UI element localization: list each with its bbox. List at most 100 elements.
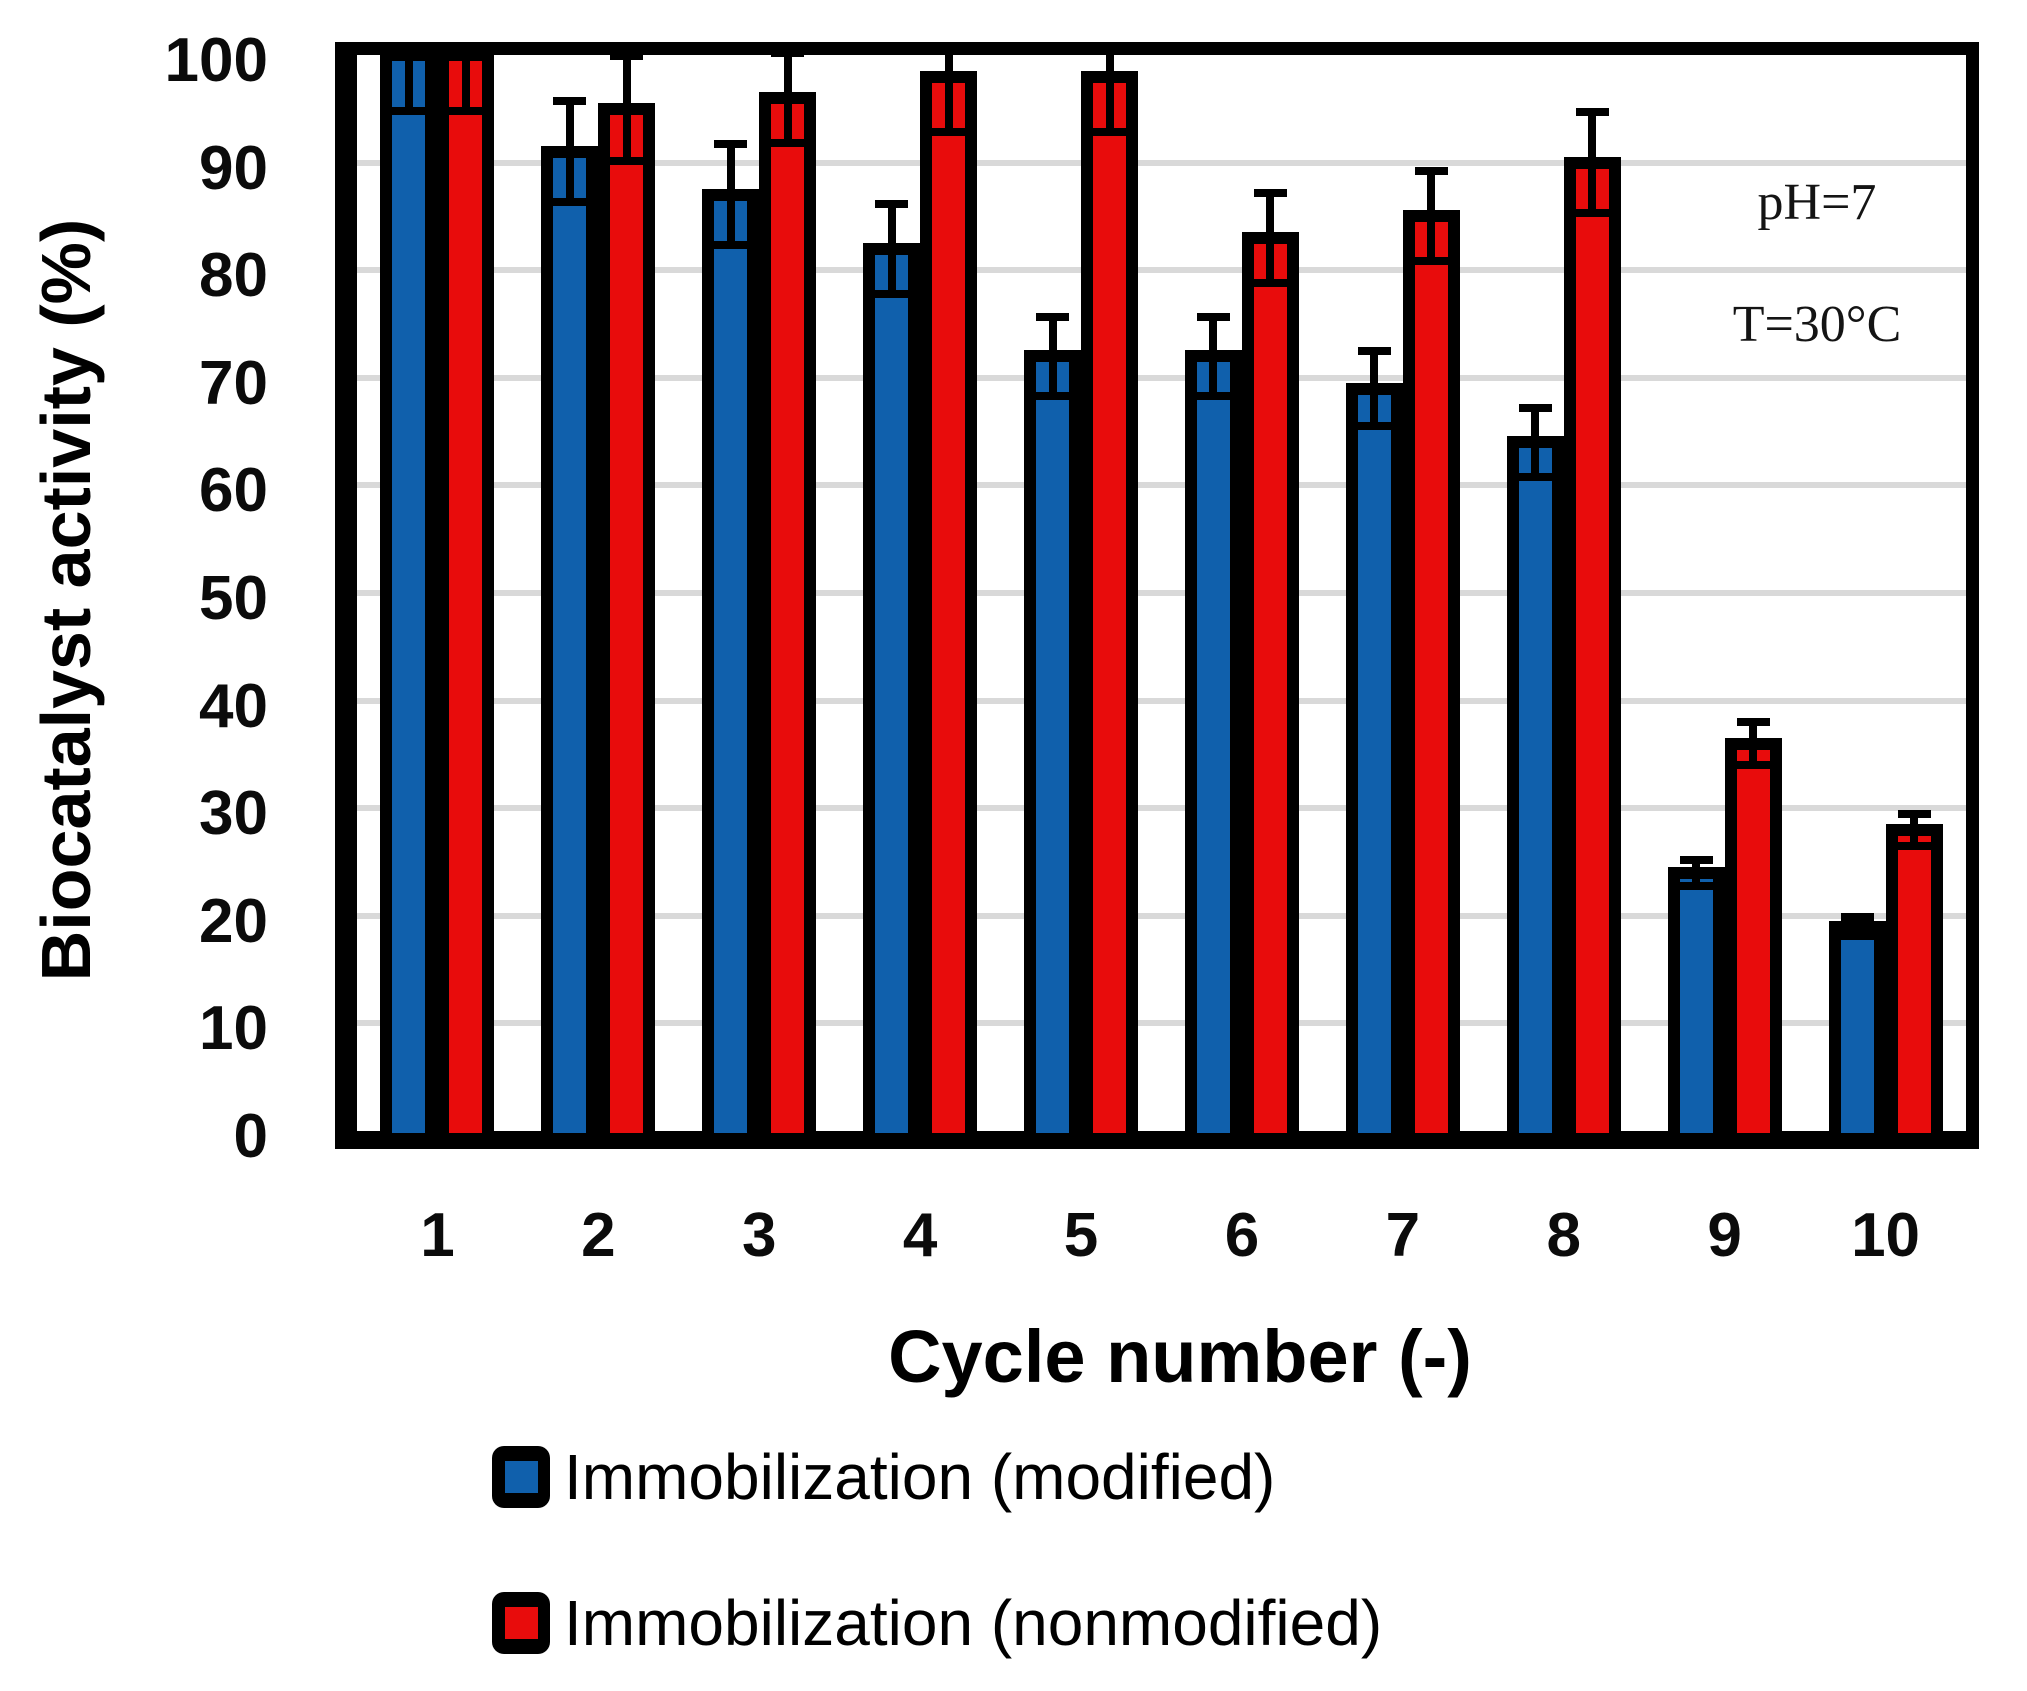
error-cap-bottom-nonmodified-cycle-5 bbox=[1093, 128, 1127, 137]
bar-nonmodified-cycle-3 bbox=[759, 92, 817, 1145]
error-cap-bottom-modified-cycle-2 bbox=[553, 198, 587, 207]
ytick-label-50: 50 bbox=[199, 564, 268, 633]
error-bar-nonmodified-cycle-1 bbox=[461, 55, 470, 109]
ytick-label-60: 60 bbox=[199, 456, 268, 526]
gridline-40 bbox=[357, 697, 1966, 704]
legend-label-nonmodified: Immobilization (nonmodified) bbox=[564, 1587, 1383, 1659]
bar-nonmodified-cycle-8 bbox=[1563, 156, 1621, 1145]
bar-modified-cycle-2 bbox=[541, 145, 599, 1145]
ph-annotation: pH=7 bbox=[1757, 174, 1877, 231]
legend-item-nonmodified: Immobilization (nonmodified) bbox=[492, 1586, 1382, 1660]
error-bar-modified-cycle-1 bbox=[404, 55, 413, 109]
xtick-label-5: 5 bbox=[1063, 1201, 1099, 1270]
error-cap-bottom-nonmodified-cycle-4 bbox=[932, 128, 966, 137]
error-cap-bottom-modified-cycle-3 bbox=[714, 241, 748, 250]
xtick-label-8: 8 bbox=[1546, 1201, 1581, 1270]
plot-area: pH=7 T=30°C bbox=[357, 55, 1966, 1149]
xtick-label-3: 3 bbox=[742, 1201, 777, 1270]
bar-modified-cycle-10 bbox=[1828, 920, 1886, 1145]
x-axis-title: Cycle number (-) bbox=[888, 1315, 1472, 1398]
error-cap-bottom-nonmodified-cycle-2 bbox=[610, 157, 644, 166]
error-cap-top-nonmodified-cycle-7 bbox=[1414, 167, 1448, 176]
error-cap-bottom-modified-cycle-10 bbox=[1840, 932, 1874, 941]
error-cap-bottom-modified-cycle-8 bbox=[1518, 472, 1552, 481]
error-cap-bottom-nonmodified-cycle-9 bbox=[1736, 761, 1770, 769]
gridline-50 bbox=[357, 590, 1966, 596]
xtick-label-2: 2 bbox=[581, 1201, 616, 1270]
error-bar-nonmodified-cycle-6 bbox=[1266, 194, 1275, 281]
error-cap-top-modified-cycle-8 bbox=[1518, 404, 1552, 413]
error-cap-top-nonmodified-cycle-8 bbox=[1575, 108, 1609, 117]
error-bar-nonmodified-cycle-9 bbox=[1749, 724, 1758, 763]
error-bar-modified-cycle-3 bbox=[726, 146, 735, 244]
error-cap-top-modified-cycle-7 bbox=[1357, 347, 1391, 356]
xtick-label-1: 1 bbox=[420, 1201, 455, 1270]
legend-swatch-nonmodified bbox=[492, 1592, 550, 1654]
error-bar-modified-cycle-5 bbox=[1048, 318, 1057, 394]
gridline-30 bbox=[357, 805, 1966, 812]
error-cap-bottom-modified-cycle-7 bbox=[1357, 422, 1391, 431]
error-cap-bottom-nonmodified-cycle-7 bbox=[1414, 257, 1448, 266]
error-bar-nonmodified-cycle-10 bbox=[1910, 815, 1919, 844]
error-cap-bottom-modified-cycle-9 bbox=[1679, 881, 1713, 890]
error-cap-bottom-modified-cycle-6 bbox=[1196, 391, 1230, 400]
ytick-label-10: 10 bbox=[199, 994, 268, 1064]
bar-nonmodified-cycle-9 bbox=[1724, 737, 1782, 1145]
bar-modified-cycle-8 bbox=[1506, 436, 1564, 1145]
bar-nonmodified-cycle-1 bbox=[437, 55, 495, 1145]
legend-swatch-nonmodified-fill bbox=[504, 1607, 538, 1639]
xtick-label-4: 4 bbox=[902, 1201, 938, 1270]
bar-nonmodified-cycle-2 bbox=[598, 102, 656, 1145]
error-cap-top-nonmodified-cycle-6 bbox=[1253, 188, 1287, 197]
error-cap-bottom-modified-cycle-1 bbox=[392, 106, 426, 115]
error-bar-modified-cycle-10 bbox=[1853, 919, 1862, 935]
error-bar-nonmodified-cycle-3 bbox=[783, 55, 792, 142]
bar-modified-cycle-9 bbox=[1667, 866, 1725, 1145]
error-cap-top-modified-cycle-2 bbox=[553, 97, 587, 106]
gridline-60 bbox=[357, 482, 1966, 489]
error-cap-top-modified-cycle-5 bbox=[1036, 312, 1070, 321]
error-bar-modified-cycle-8 bbox=[1531, 410, 1540, 475]
error-cap-top-nonmodified-cycle-3 bbox=[771, 55, 805, 57]
bar-modified-cycle-5 bbox=[1024, 350, 1082, 1145]
error-bar-nonmodified-cycle-2 bbox=[622, 58, 631, 160]
error-cap-top-modified-cycle-9 bbox=[1679, 856, 1713, 864]
gridline-80 bbox=[357, 267, 1966, 274]
error-cap-bottom-nonmodified-cycle-10 bbox=[1897, 841, 1931, 850]
error-bar-modified-cycle-7 bbox=[1370, 353, 1379, 425]
ytick-label-70: 70 bbox=[199, 348, 268, 418]
error-cap-bottom-nonmodified-cycle-1 bbox=[449, 106, 483, 115]
ytick-label-40: 40 bbox=[199, 671, 268, 741]
legend-label-modified: Immobilization (modified) bbox=[564, 1441, 1276, 1513]
error-cap-top-modified-cycle-10 bbox=[1840, 913, 1874, 922]
gridline-70 bbox=[357, 374, 1966, 381]
bar-nonmodified-cycle-10 bbox=[1885, 823, 1943, 1145]
error-cap-top-nonmodified-cycle-2 bbox=[610, 55, 644, 61]
error-bar-modified-cycle-2 bbox=[565, 103, 574, 201]
error-cap-top-nonmodified-cycle-10 bbox=[1897, 809, 1931, 818]
legend-swatch-modified bbox=[492, 1446, 550, 1508]
error-bar-modified-cycle-9 bbox=[1692, 862, 1701, 884]
bar-nonmodified-cycle-4 bbox=[920, 70, 978, 1145]
error-cap-bottom-nonmodified-cycle-8 bbox=[1575, 209, 1609, 218]
bar-nonmodified-cycle-5 bbox=[1081, 70, 1139, 1145]
ytick-label-80: 80 bbox=[199, 241, 268, 311]
gridline-10 bbox=[357, 1020, 1966, 1027]
bar-nonmodified-cycle-7 bbox=[1402, 210, 1460, 1145]
xtick-label-9: 9 bbox=[1707, 1201, 1742, 1270]
error-cap-top-nonmodified-cycle-9 bbox=[1736, 718, 1770, 727]
legend-item-modified: Immobilization (modified) bbox=[492, 1440, 1275, 1514]
xtick-label-6: 6 bbox=[1224, 1201, 1260, 1270]
error-cap-top-modified-cycle-6 bbox=[1196, 312, 1230, 321]
legend-swatch-modified-fill bbox=[504, 1461, 538, 1493]
bar-modified-cycle-1 bbox=[380, 55, 438, 1145]
ytick-label-90: 90 bbox=[199, 133, 268, 203]
error-cap-bottom-nonmodified-cycle-3 bbox=[771, 139, 805, 148]
error-bar-nonmodified-cycle-8 bbox=[1588, 114, 1597, 211]
error-cap-top-modified-cycle-3 bbox=[714, 140, 748, 149]
error-cap-bottom-nonmodified-cycle-6 bbox=[1253, 278, 1287, 287]
error-bar-nonmodified-cycle-7 bbox=[1427, 173, 1436, 260]
xtick-label-10: 10 bbox=[1851, 1201, 1921, 1270]
ytick-label-20: 20 bbox=[199, 886, 268, 956]
